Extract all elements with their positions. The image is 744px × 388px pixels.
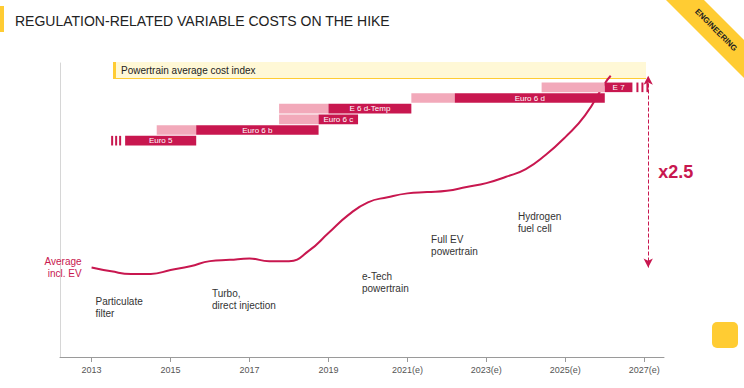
- svg-text:x2.5: x2.5: [658, 162, 693, 182]
- svg-text:2017: 2017: [239, 365, 259, 375]
- svg-text:powertrain: powertrain: [362, 283, 409, 294]
- svg-text:2021(e): 2021(e): [392, 365, 423, 375]
- svg-text:REGULATION-RELATED VARIABLE CO: REGULATION-RELATED VARIABLE COSTS ON THE…: [15, 13, 390, 29]
- svg-text:e-Tech: e-Tech: [362, 271, 392, 282]
- svg-text:2019: 2019: [318, 365, 338, 375]
- svg-text:Full EV: Full EV: [431, 234, 464, 245]
- svg-text:Hydrogen: Hydrogen: [518, 211, 561, 222]
- svg-text:Average: Average: [45, 256, 83, 267]
- svg-text:2013: 2013: [82, 365, 102, 375]
- svg-text:ENGINEERING: ENGINEERING: [693, 7, 739, 53]
- svg-text:fuel cell: fuel cell: [518, 223, 552, 234]
- svg-text:E 6 d-Temp: E 6 d-Temp: [349, 104, 390, 113]
- svg-text:Turbo,: Turbo,: [212, 288, 241, 299]
- svg-text:direct injection: direct injection: [212, 300, 276, 311]
- svg-text:Euro 6 c: Euro 6 c: [323, 115, 353, 124]
- svg-text:incl. EV: incl. EV: [48, 268, 82, 279]
- svg-text:2027(e): 2027(e): [629, 365, 660, 375]
- svg-text:Euro 6 b: Euro 6 b: [242, 126, 273, 135]
- svg-text:Powertrain average cost index: Powertrain average cost index: [121, 65, 256, 76]
- svg-text:2023(e): 2023(e): [471, 365, 502, 375]
- svg-text:Euro 6 d: Euro 6 d: [515, 94, 545, 103]
- svg-text:2015: 2015: [161, 365, 181, 375]
- svg-text:powertrain: powertrain: [431, 246, 478, 257]
- svg-text:2025(e): 2025(e): [550, 365, 581, 375]
- svg-text:filter: filter: [96, 308, 116, 319]
- svg-text:Particulate: Particulate: [96, 296, 144, 307]
- svg-text:Euro 5: Euro 5: [149, 136, 173, 145]
- svg-text:E 7: E 7: [613, 83, 626, 92]
